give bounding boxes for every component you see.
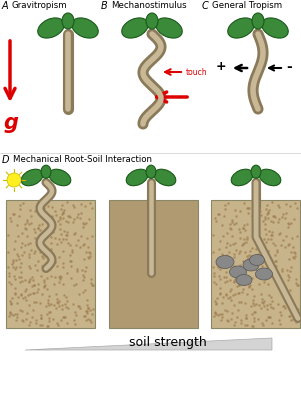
Text: B: B <box>101 1 108 11</box>
Text: C: C <box>202 1 209 11</box>
Ellipse shape <box>146 13 158 29</box>
Ellipse shape <box>236 274 252 286</box>
Text: General Tropism: General Tropism <box>212 1 282 10</box>
Ellipse shape <box>49 169 71 186</box>
Ellipse shape <box>41 165 51 178</box>
Ellipse shape <box>146 165 156 178</box>
Ellipse shape <box>72 18 98 38</box>
Ellipse shape <box>229 266 247 278</box>
Ellipse shape <box>262 18 288 38</box>
Ellipse shape <box>228 18 254 38</box>
Ellipse shape <box>250 254 265 266</box>
Ellipse shape <box>252 13 264 29</box>
Ellipse shape <box>216 256 234 268</box>
Text: -: - <box>286 60 292 74</box>
Ellipse shape <box>256 268 272 280</box>
Ellipse shape <box>122 18 148 38</box>
Polygon shape <box>25 338 272 350</box>
Text: A: A <box>2 1 9 11</box>
Ellipse shape <box>243 259 259 271</box>
Ellipse shape <box>21 169 43 186</box>
Ellipse shape <box>62 13 74 29</box>
Text: Gravitropism: Gravitropism <box>12 1 68 10</box>
Ellipse shape <box>154 169 176 186</box>
Circle shape <box>7 173 21 187</box>
Bar <box>211 200 300 328</box>
Text: soil strength: soil strength <box>129 336 207 349</box>
Ellipse shape <box>38 18 64 38</box>
Text: D: D <box>2 155 10 165</box>
Bar <box>109 200 198 328</box>
Text: g: g <box>4 113 19 133</box>
Ellipse shape <box>126 169 148 186</box>
Text: Mechanostimulus: Mechanostimulus <box>111 1 187 10</box>
Bar <box>6 200 95 328</box>
Ellipse shape <box>156 18 182 38</box>
Text: touch: touch <box>186 68 208 77</box>
Text: Mechanical Root-Soil Interaction: Mechanical Root-Soil Interaction <box>13 155 152 164</box>
Ellipse shape <box>251 165 261 178</box>
Ellipse shape <box>231 169 253 186</box>
Ellipse shape <box>259 169 281 186</box>
Text: +: + <box>216 60 226 73</box>
